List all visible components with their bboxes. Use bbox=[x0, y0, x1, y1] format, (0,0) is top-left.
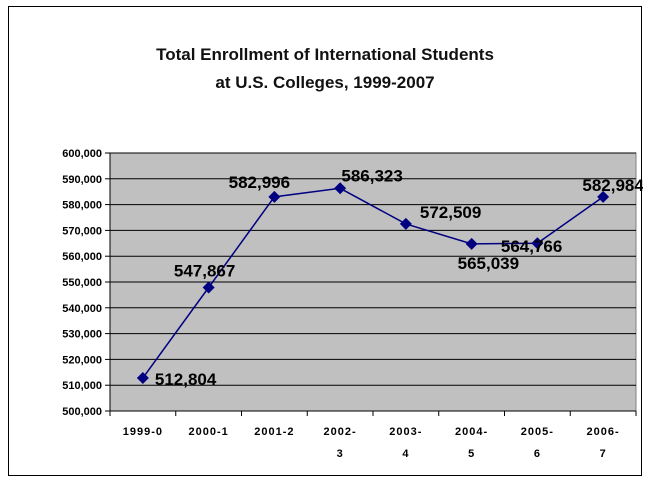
x-tick-label: 3 bbox=[337, 448, 344, 460]
x-tick-label: 2003- bbox=[389, 426, 422, 438]
data-point bbox=[399, 217, 412, 230]
y-tick-label: 510,000 bbox=[62, 380, 102, 392]
chart-title-line-2: at U.S. Colleges, 1999-2007 bbox=[215, 73, 435, 92]
x-tick-label: 6 bbox=[534, 448, 541, 460]
chart-title: Total Enrollment of International Studen… bbox=[9, 41, 641, 97]
data-label: 547,867 bbox=[174, 262, 235, 281]
x-tick-label: 2006- bbox=[587, 426, 620, 438]
data-point bbox=[597, 190, 610, 203]
data-point bbox=[202, 281, 215, 294]
data-label: 582,996 bbox=[229, 173, 290, 192]
y-tick-label: 540,000 bbox=[62, 303, 102, 315]
y-tick-label: 600,000 bbox=[62, 148, 102, 160]
data-point bbox=[531, 237, 544, 250]
y-tick-label: 520,000 bbox=[62, 354, 102, 366]
x-tick-label: 2004- bbox=[455, 426, 488, 438]
data-point bbox=[268, 190, 281, 203]
y-tick-label: 550,000 bbox=[62, 277, 102, 289]
line-chart: 500,000 510,000 520,000 530,000 540,000 550,0… bbox=[62, 148, 643, 460]
data-point bbox=[334, 182, 347, 195]
data-label: 572,509 bbox=[420, 203, 481, 222]
x-tick-label: 2002- bbox=[324, 426, 357, 438]
data-label: 582,984 bbox=[582, 176, 643, 195]
y-tick-label: 590,000 bbox=[62, 174, 102, 186]
x-tick-label: 2000-1 bbox=[188, 426, 228, 438]
data-point bbox=[465, 237, 478, 250]
data-point bbox=[136, 371, 149, 384]
x-tick-label: 1999-0 bbox=[123, 426, 163, 438]
x-tick-label: 2001-2 bbox=[254, 426, 294, 438]
chart-frame: Total Enrollment of International Studen… bbox=[8, 6, 643, 476]
y-tick-label: 530,000 bbox=[62, 329, 102, 341]
y-tick-label: 580,000 bbox=[62, 200, 102, 212]
data-label: 565,039 bbox=[458, 254, 519, 273]
data-label: 586,323 bbox=[341, 166, 402, 185]
data-label: 512,804 bbox=[155, 370, 217, 389]
y-tick-label: 570,000 bbox=[62, 225, 102, 237]
x-tick-label: 4 bbox=[402, 448, 409, 460]
y-tick-label: 500,000 bbox=[62, 406, 102, 418]
x-tick-label: 2005- bbox=[521, 426, 554, 438]
y-tick-label: 560,000 bbox=[62, 251, 102, 263]
x-tick-label: 7 bbox=[600, 448, 607, 460]
x-tick-label: 5 bbox=[468, 448, 475, 460]
data-label: 564,766 bbox=[501, 237, 562, 256]
series-line bbox=[142, 187, 604, 379]
chart-title-line-1: Total Enrollment of International Studen… bbox=[156, 45, 494, 64]
